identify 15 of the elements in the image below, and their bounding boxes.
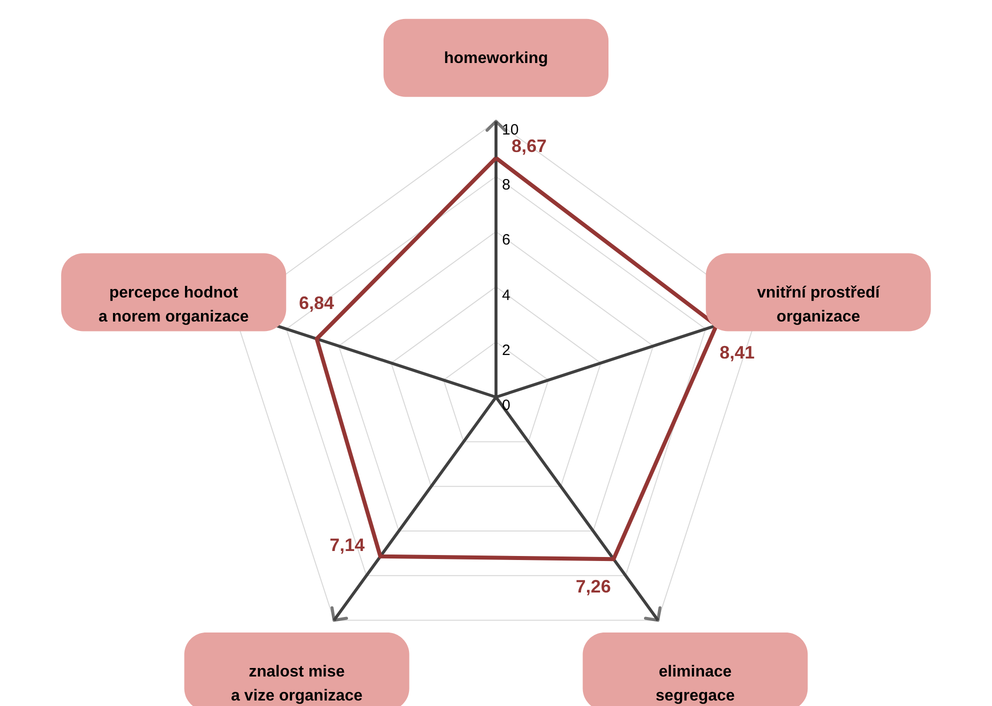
spoke-label: vnitřní prostředí organizace bbox=[757, 284, 880, 326]
spoke-label: homeworking bbox=[444, 50, 548, 67]
y-tick-label: 8 bbox=[502, 176, 510, 194]
y-tick-label: 2 bbox=[502, 342, 510, 359]
y-tick-label: 4 bbox=[502, 286, 510, 304]
spoke-label: eliminace segregace bbox=[656, 664, 735, 705]
data-label: 6,84 bbox=[298, 292, 334, 313]
data-label: 8,41 bbox=[720, 342, 755, 363]
data-label: 7,14 bbox=[330, 534, 365, 555]
y-tick-label: 6 bbox=[502, 232, 510, 249]
spoke-label: percepce hodnot a norem organizace bbox=[98, 284, 249, 326]
spoke-label: znalost mise a vize organizace bbox=[230, 664, 363, 705]
data-label: 8,67 bbox=[512, 136, 547, 156]
y-tick-label: 10 bbox=[502, 121, 519, 138]
data-label: 7,26 bbox=[576, 576, 611, 596]
